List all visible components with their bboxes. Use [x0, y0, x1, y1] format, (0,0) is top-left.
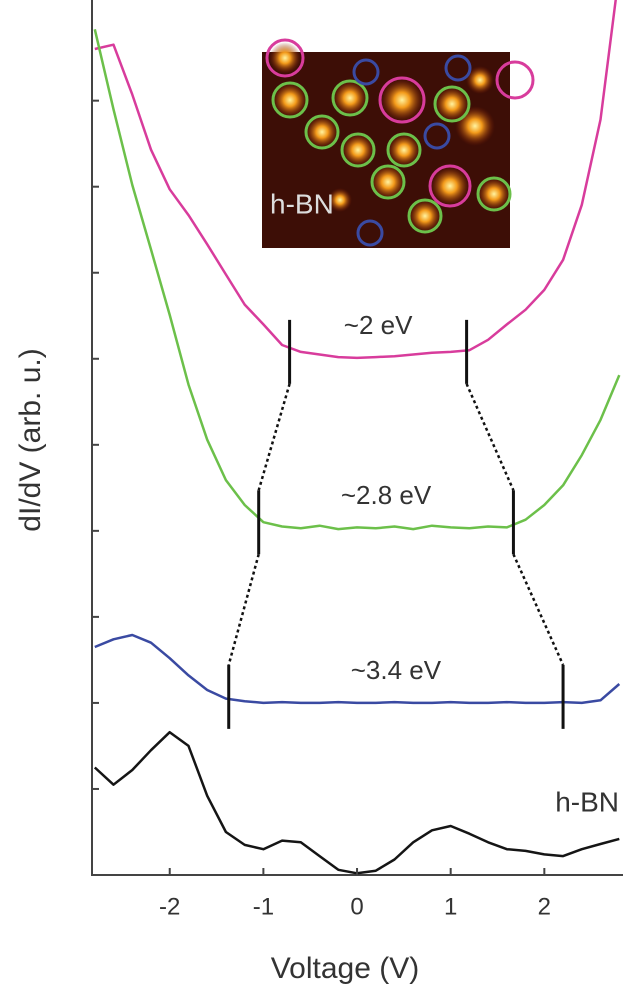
series-line [95, 732, 620, 873]
x-tick-label: 1 [444, 893, 457, 920]
y-axis-label: dI/dV (arb. u.) [14, 348, 47, 531]
gap-connector [513, 554, 563, 665]
x-tick-label: -2 [159, 893, 180, 920]
gap-label: ~2 eV [344, 310, 413, 340]
x-tick-label: 2 [538, 893, 551, 920]
gap-label: ~3.4 eV [351, 655, 442, 685]
series-label: h-BN [555, 786, 619, 817]
chart: h-BN Voltage (V) dI/dV (arb. u.) -2 -1 0 1 2… [0, 0, 623, 997]
gap-label: ~2.8 eV [341, 480, 432, 510]
x-axis-label: Voltage (V) [271, 952, 419, 985]
inset-label: h-BN [270, 188, 334, 219]
gap-connector [467, 384, 514, 490]
x-tick-label: -1 [253, 893, 274, 920]
x-tick-label: 0 [350, 893, 363, 920]
gap-connector [229, 554, 259, 665]
inset-image: h-BN [262, 40, 533, 248]
gap-connector [259, 384, 290, 490]
